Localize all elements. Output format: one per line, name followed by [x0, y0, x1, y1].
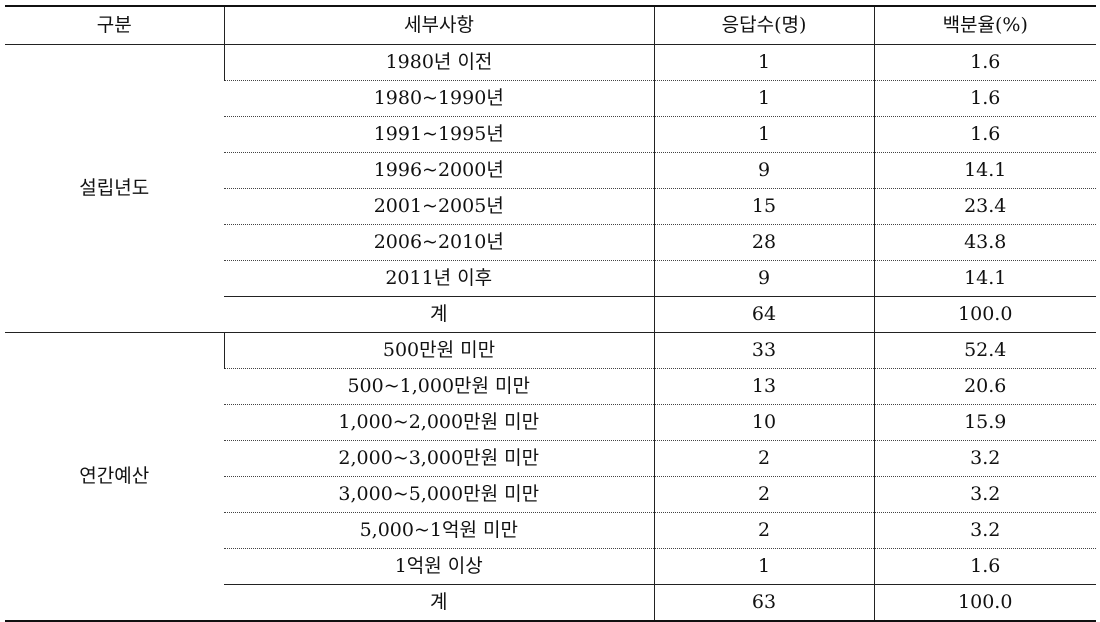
detail-cell: 2001~2005년: [224, 188, 654, 225]
detail-cell: 5,000~1억원 미만: [224, 512, 654, 549]
detail-cell: 2006~2010년: [224, 224, 654, 261]
percent-cell: 1.6: [873, 548, 1096, 585]
percent-cell: 15.9: [873, 404, 1096, 441]
category-cell: 연간예산: [5, 332, 224, 622]
count-cell: 1: [653, 44, 874, 81]
percent-cell: 3.2: [873, 512, 1096, 549]
percent-cell: 52.4: [873, 332, 1096, 369]
detail-cell: 1991~1995년: [224, 116, 654, 153]
table-row: 5,000~1억원 미만 2 3.2: [5, 512, 1096, 549]
table-row: 500~1,000만원 미만 13 20.6: [5, 368, 1096, 405]
count-cell: 2: [653, 440, 874, 477]
detail-cell: 3,000~5,000만원 미만: [224, 476, 654, 513]
count-cell: 63: [653, 584, 874, 622]
table-row: 1996~2000년 9 14.1: [5, 152, 1096, 189]
percent-cell: 3.2: [873, 440, 1096, 477]
count-cell: 33: [653, 332, 874, 369]
total-row: 계 64 100.0: [5, 296, 1096, 333]
detail-cell: 1980년 이전: [223, 44, 654, 81]
table-row: 1,000~2,000만원 미만 10 15.9: [5, 404, 1096, 441]
table-row: 2006~2010년 28 43.8: [5, 224, 1096, 261]
table-row: 1980~1990년 1 1.6: [5, 80, 1096, 117]
count-cell: 28: [653, 224, 874, 261]
percent-cell: 1.6: [873, 44, 1096, 81]
count-cell: 9: [653, 260, 874, 297]
category-cell: 설립년도: [5, 44, 224, 333]
detail-cell: 1억원 이상: [224, 548, 654, 585]
detail-cell: 500만원 미만: [223, 332, 654, 369]
percent-cell: 3.2: [873, 476, 1096, 513]
percent-cell: 43.8: [873, 224, 1096, 261]
percent-cell: 100.0: [873, 296, 1096, 333]
count-cell: 1: [653, 116, 874, 153]
detail-cell: 1980~1990년: [224, 80, 654, 117]
header-detail: 세부사항: [223, 5, 654, 45]
percent-cell: 14.1: [873, 260, 1096, 297]
detail-cell: 2011년 이후: [224, 260, 654, 297]
detail-cell: 500~1,000만원 미만: [224, 368, 654, 405]
count-cell: 2: [653, 476, 874, 513]
percent-cell: 20.6: [873, 368, 1096, 405]
table-row: 3,000~5,000만원 미만 2 3.2: [5, 476, 1096, 513]
detail-cell: 1,000~2,000만원 미만: [224, 404, 654, 441]
count-cell: 1: [653, 548, 874, 585]
table-row: 설립년도 1980년 이전 1 1.6: [5, 44, 1096, 333]
count-cell: 13: [653, 368, 874, 405]
percent-cell: 14.1: [873, 152, 1096, 189]
header-count: 응답수(명): [653, 5, 874, 45]
table-row: 1991~1995년 1 1.6: [5, 116, 1096, 153]
header-category: 구분: [5, 5, 224, 45]
count-cell: 64: [653, 296, 874, 333]
detail-cell: 2,000~3,000만원 미만: [224, 440, 654, 477]
header-row: 구분 세부사항 응답수(명) 백분율(%): [5, 5, 1096, 45]
table-row: 2001~2005년 15 23.4: [5, 188, 1096, 225]
count-cell: 9: [653, 152, 874, 189]
table-row: 2011년 이후 9 14.1: [5, 260, 1096, 297]
percent-cell: 1.6: [873, 116, 1096, 153]
percent-cell: 23.4: [873, 188, 1096, 225]
table-body: 설립년도 1980년 이전 1 1.6 1980~1990년 1 1.6 1991~1995년…: [5, 44, 1096, 622]
table-row: 2,000~3,000만원 미만 2 3.2: [5, 440, 1096, 477]
detail-cell: 1996~2000년: [224, 152, 654, 189]
count-cell: 15: [653, 188, 874, 225]
percent-cell: 100.0: [873, 584, 1096, 622]
percent-cell: 1.6: [873, 80, 1096, 117]
count-cell: 1: [653, 80, 874, 117]
count-cell: 10: [653, 404, 874, 441]
table-row: 연간예산 500만원 미만 33 52.4: [5, 332, 1096, 622]
header-percent: 백분율(%): [873, 5, 1096, 45]
detail-cell: 계: [224, 296, 654, 333]
detail-cell: 계: [224, 584, 654, 622]
count-cell: 2: [653, 512, 874, 549]
table-row: 1억원 이상 1 1.6: [5, 548, 1096, 585]
statistics-table: 구분 세부사항 응답수(명) 백분율(%) 설립년도 1980년 이전 1 1.6 19…: [5, 5, 1096, 622]
